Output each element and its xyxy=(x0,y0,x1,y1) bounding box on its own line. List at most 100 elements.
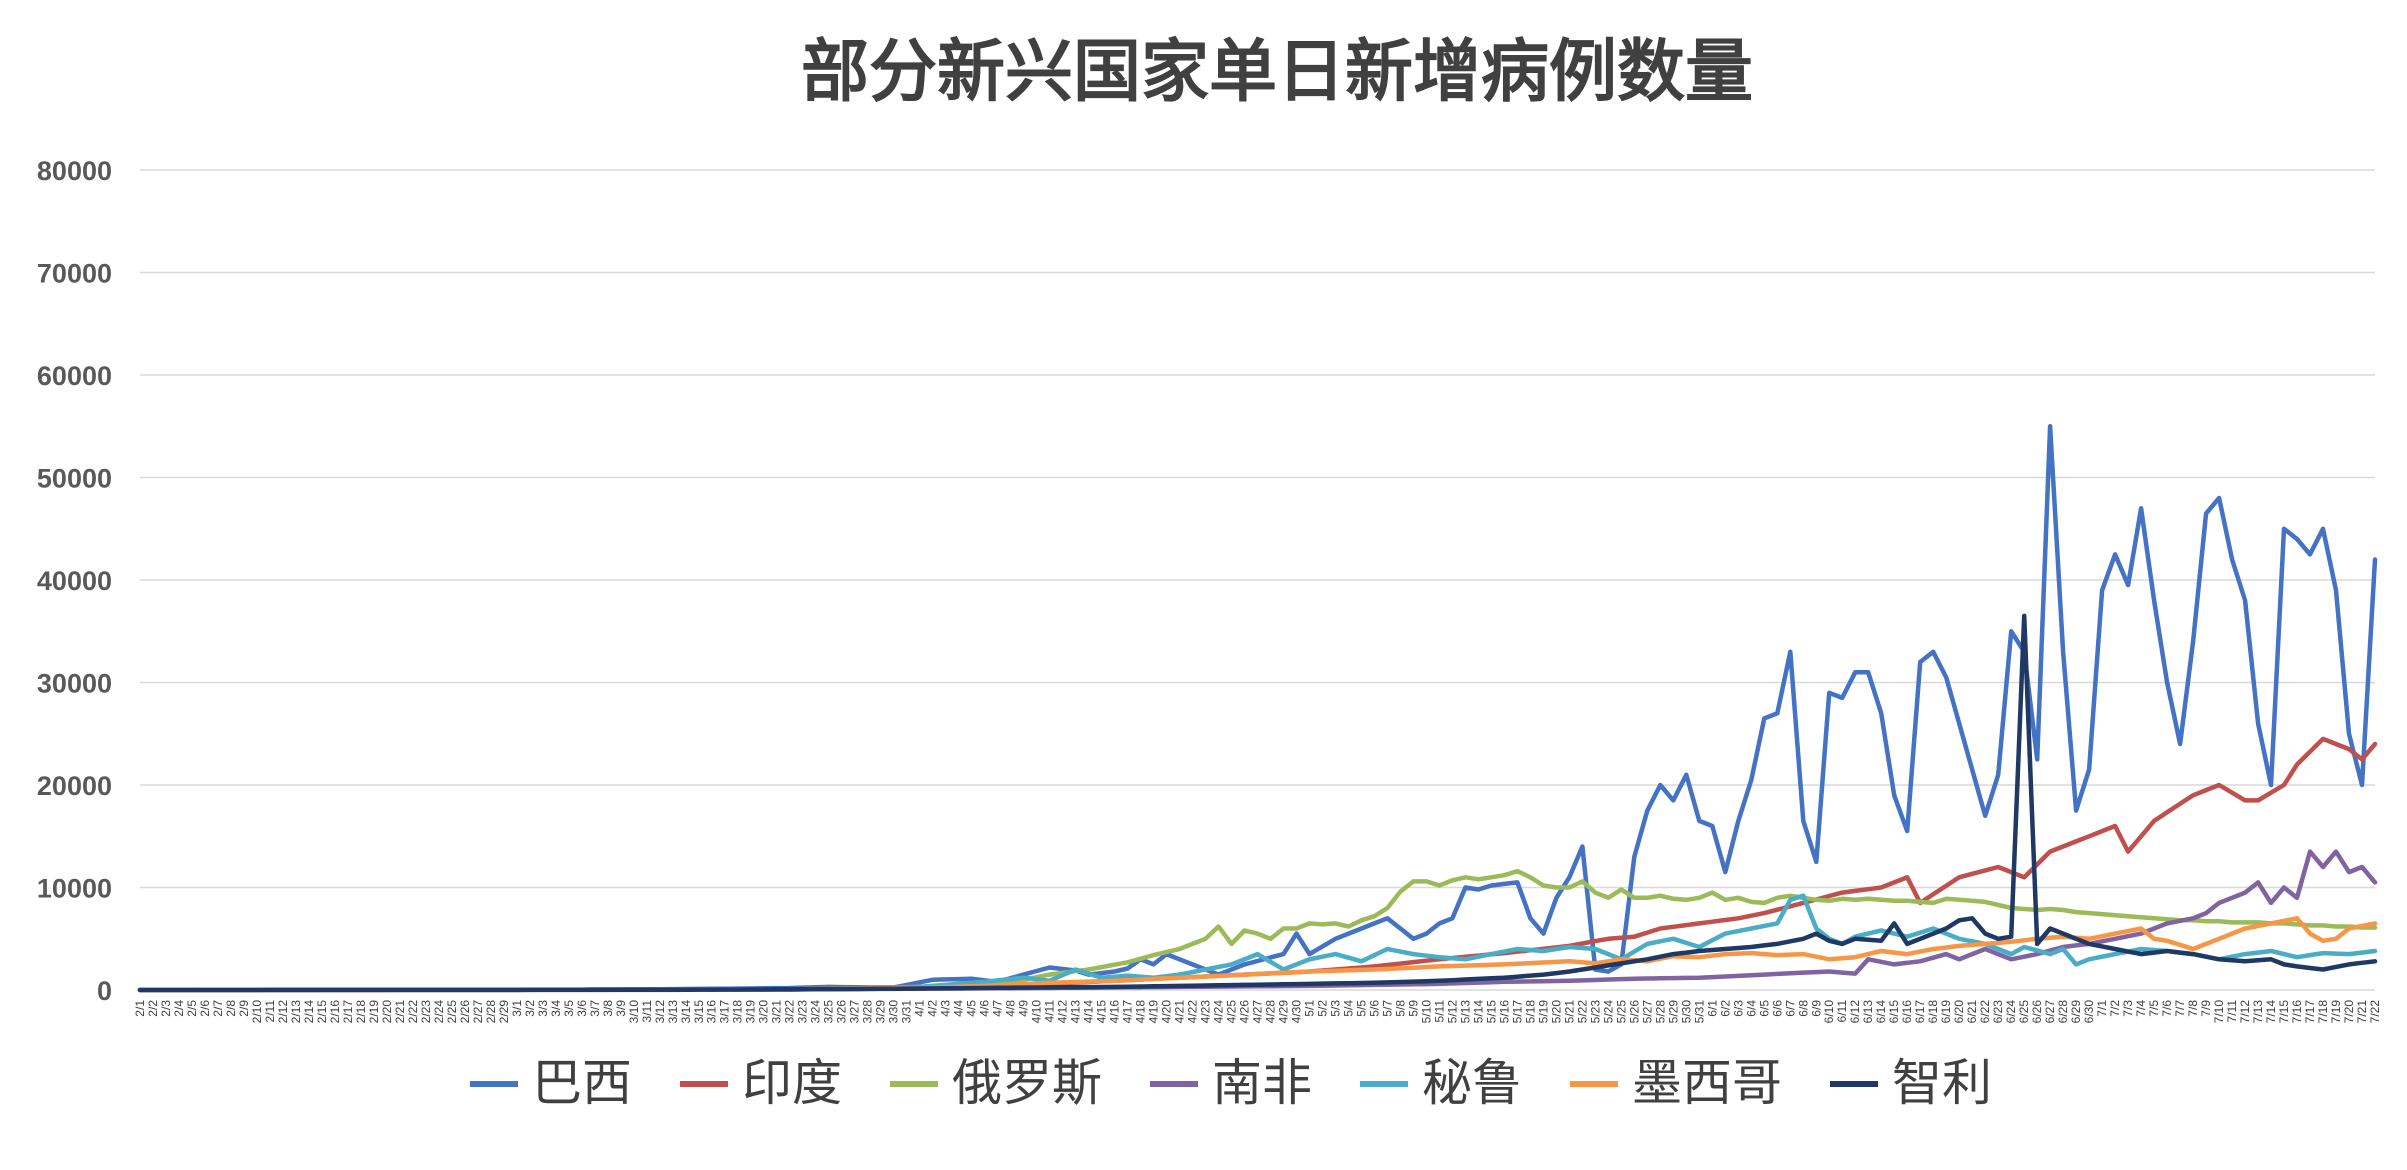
x-tick-label: 2/15 xyxy=(315,1000,329,1024)
x-tick-label: 2/8 xyxy=(224,1000,238,1017)
series-lines xyxy=(137,424,2378,993)
x-tick-label: 6/15 xyxy=(1887,1000,1901,1024)
x-tick-label: 3/12 xyxy=(653,1000,667,1024)
x-tick-label: 7/15 xyxy=(2277,1000,2291,1024)
x-tick-label: 3/26 xyxy=(835,1000,849,1024)
x-tick-label: 2/2 xyxy=(146,1000,160,1017)
y-tick-label: 30000 xyxy=(37,669,112,699)
x-tick-label: 7/21 xyxy=(2355,1000,2369,1024)
x-tick-label: 3/10 xyxy=(627,1000,641,1024)
x-tick-label: 2/25 xyxy=(445,1000,459,1024)
x-tick-label: 3/2 xyxy=(523,1000,537,1017)
x-tick-label: 4/6 xyxy=(978,1000,992,1017)
x-tick-label: 5/21 xyxy=(1562,1000,1576,1024)
x-tick-label: 3/31 xyxy=(900,1000,914,1024)
x-tick-label: 5/11 xyxy=(1432,1000,1446,1023)
x-tick-label: 6/21 xyxy=(1965,1000,1979,1024)
x-tick-label: 5/15 xyxy=(1484,1000,1498,1024)
x-tick-label: 2/20 xyxy=(380,1000,394,1024)
legend-label: 南非 xyxy=(1212,1054,1312,1112)
x-tick-label: 7/9 xyxy=(2199,1000,2213,1017)
legend-label: 巴西 xyxy=(532,1054,632,1112)
x-tick-label: 4/27 xyxy=(1251,1000,1265,1024)
x-tick-label: 3/28 xyxy=(861,1000,875,1024)
x-tick-label: 7/8 xyxy=(2186,1000,2200,1017)
y-tick-label: 70000 xyxy=(37,259,112,289)
x-tick-label: 2/10 xyxy=(250,1000,264,1024)
x-tick-label: 4/12 xyxy=(1056,1000,1070,1024)
x-tick-label: 6/5 xyxy=(1757,1000,1771,1017)
x-tick-label: 7/11 xyxy=(2225,1000,2239,1023)
x-tick-label: 5/3 xyxy=(1328,1000,1342,1017)
x-tick-label: 5/18 xyxy=(1523,1000,1537,1024)
series-line-6 xyxy=(137,613,2378,993)
x-tick-label: 4/13 xyxy=(1069,1000,1083,1024)
x-tick-label: 2/26 xyxy=(458,1000,472,1024)
x-tick-label: 3/20 xyxy=(757,1000,771,1024)
x-tick-label: 5/6 xyxy=(1367,1000,1381,1017)
x-tick-label: 2/24 xyxy=(432,1000,446,1024)
x-tick-label: 6/24 xyxy=(2004,1000,2018,1024)
x-tick-label: 5/12 xyxy=(1445,1000,1459,1024)
x-tick-label: 3/13 xyxy=(666,1000,680,1024)
series-line-3 xyxy=(137,849,2378,993)
x-tick-label: 2/16 xyxy=(328,1000,342,1024)
x-tick-label: 4/9 xyxy=(1017,1000,1031,1017)
x-tick-label: 6/8 xyxy=(1796,1000,1810,1017)
y-tick-label: 0 xyxy=(97,976,112,1006)
x-tick-label: 7/1 xyxy=(2095,1000,2109,1017)
x-tick-label: 6/23 xyxy=(1991,1000,2005,1024)
x-tick-label: 7/22 xyxy=(2368,1000,2382,1024)
x-tick-label: 2/11 xyxy=(263,1000,277,1023)
x-tick-label: 4/29 xyxy=(1276,1000,1290,1024)
chart-title: 部分新兴国家单日新增病例数量 xyxy=(801,33,1753,112)
x-tick-label: 3/16 xyxy=(705,1000,719,1024)
x-tick-label: 2/29 xyxy=(497,1000,511,1024)
x-tick-label: 5/2 xyxy=(1315,1000,1329,1017)
x-tick-label: 5/22 xyxy=(1575,1000,1589,1024)
x-tick-label: 7/13 xyxy=(2251,1000,2265,1024)
x-tick-label: 3/30 xyxy=(887,1000,901,1024)
x-tick-label: 5/29 xyxy=(1666,1000,1680,1024)
x-tick-label: 3/9 xyxy=(614,1000,628,1017)
legend-label: 俄罗斯 xyxy=(952,1054,1102,1112)
x-tick-label: 5/25 xyxy=(1614,1000,1628,1024)
x-tick-label: 6/12 xyxy=(1848,1000,1862,1024)
x-tick-label: 2/9 xyxy=(237,1000,251,1017)
y-tick-label: 60000 xyxy=(37,361,112,391)
x-tick-label: 2/28 xyxy=(484,1000,498,1024)
x-tick-label: 3/27 xyxy=(848,1000,862,1024)
x-tick-label: 3/4 xyxy=(549,1000,563,1017)
x-tick-label: 6/1 xyxy=(1705,1000,1719,1017)
x-tick-label: 3/21 xyxy=(770,1000,784,1024)
x-tick-label: 5/17 xyxy=(1510,1000,1524,1024)
x-tick-label: 5/30 xyxy=(1679,1000,1693,1024)
x-tick-label: 4/22 xyxy=(1186,1000,1200,1024)
x-tick-label: 6/16 xyxy=(1900,1000,1914,1024)
x-tick-label: 4/11 xyxy=(1043,1000,1057,1023)
x-tick-label: 6/3 xyxy=(1731,1000,1745,1017)
x-tick-label: 5/20 xyxy=(1549,1000,1563,1024)
x-tick-label: 3/19 xyxy=(744,1000,758,1024)
y-axis-tick-labels: 0 10000 20000 30000 40000 50000 60000 70000 8000… xyxy=(37,156,112,1006)
x-tick-label: 7/2 xyxy=(2108,1000,2122,1017)
x-tick-label: 2/7 xyxy=(211,1000,225,1017)
x-tick-label: 4/18 xyxy=(1134,1000,1148,1024)
x-tick-label: 2/22 xyxy=(406,1000,420,1024)
x-tick-label: 3/8 xyxy=(601,1000,615,1017)
x-tick-label: 4/25 xyxy=(1225,1000,1239,1024)
x-tick-label: 5/7 xyxy=(1380,1000,1394,1017)
x-tick-label: 4/2 xyxy=(926,1000,940,1017)
x-tick-label: 4/28 xyxy=(1263,1000,1277,1024)
x-tick-label: 5/9 xyxy=(1406,1000,1420,1017)
x-tick-label: 6/9 xyxy=(1809,1000,1823,1017)
x-tick-label: 4/10 xyxy=(1030,1000,1044,1024)
x-tick-label: 3/22 xyxy=(783,1000,797,1024)
x-tick-label: 3/11 xyxy=(640,1000,654,1023)
x-tick-label: 3/15 xyxy=(692,1000,706,1024)
x-tick-label: 6/30 xyxy=(2082,1000,2096,1024)
x-tick-label: 6/19 xyxy=(1939,1000,1953,1024)
x-tick-label: 4/16 xyxy=(1108,1000,1122,1024)
x-tick-label: 6/17 xyxy=(1913,1000,1927,1024)
